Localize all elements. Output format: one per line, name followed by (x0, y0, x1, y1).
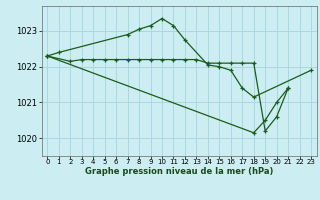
X-axis label: Graphe pression niveau de la mer (hPa): Graphe pression niveau de la mer (hPa) (85, 167, 273, 176)
